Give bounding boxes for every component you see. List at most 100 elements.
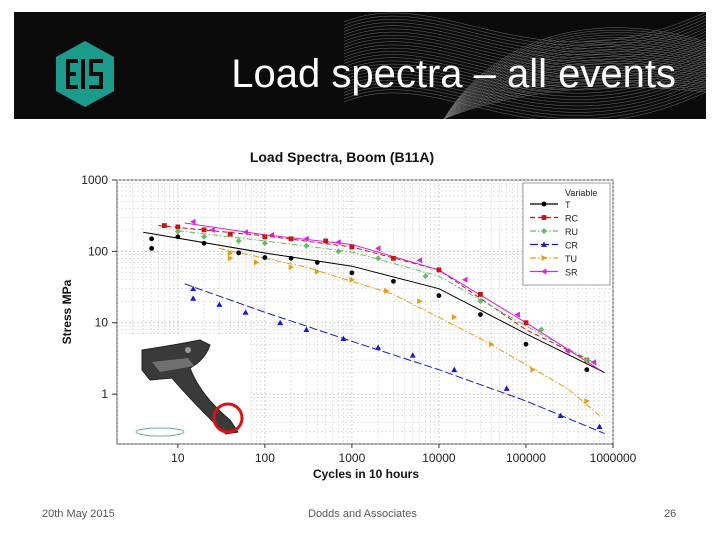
data-point-ru xyxy=(477,298,484,305)
data-point-ru xyxy=(261,240,268,247)
data-point-tu xyxy=(488,341,495,348)
legend-title: Variable xyxy=(565,188,597,198)
data-point-tu xyxy=(254,259,260,266)
data-point-tu xyxy=(417,298,423,305)
data-point-ru xyxy=(422,273,429,280)
data-point-t xyxy=(391,278,396,284)
data-point-rc xyxy=(349,244,355,250)
legend-box xyxy=(522,182,611,286)
data-point-t xyxy=(201,240,207,246)
data-point-rc xyxy=(201,227,207,233)
legend-label-ru: RU xyxy=(565,227,578,237)
data-point-cr xyxy=(190,295,197,301)
data-point-sr xyxy=(416,257,423,264)
x-axis-ticks: 10 100 1000 10000 100000 1000000 xyxy=(171,444,637,465)
data-point-rc xyxy=(227,231,233,237)
data-point-cr xyxy=(303,326,310,333)
footer-date: 20th May 2015 xyxy=(42,508,115,520)
data-point-t xyxy=(288,255,294,261)
data-point-cr xyxy=(340,335,347,341)
y-tick-label: 1000 xyxy=(81,173,108,187)
fit-line-cr xyxy=(184,283,605,435)
data-point-tu xyxy=(349,276,355,283)
fit-line-ru xyxy=(177,230,600,367)
data-point-t xyxy=(314,260,320,265)
data-point-rc xyxy=(262,234,268,240)
data-point-tu xyxy=(451,314,458,321)
data-point-sr xyxy=(514,311,520,318)
data-point-rc xyxy=(523,320,529,326)
x-tick-label: 10 xyxy=(171,451,185,465)
data-point-ru xyxy=(303,242,310,249)
data-point-t xyxy=(149,236,155,242)
legend-marker-t xyxy=(541,201,547,207)
data-point-rc xyxy=(161,223,167,228)
legend-marker-cr xyxy=(541,241,547,247)
data-point-sr xyxy=(190,218,196,225)
y-tick-label: 10 xyxy=(95,316,109,330)
legend-label-rc: RC xyxy=(565,214,578,224)
data-point-rc xyxy=(288,236,294,242)
legend-marker-rc xyxy=(541,215,547,220)
data-point-ru xyxy=(583,357,590,364)
highlight-circle xyxy=(212,402,244,434)
fit-line-t xyxy=(143,231,605,374)
data-point-ru xyxy=(201,233,208,240)
data-point-tu xyxy=(384,287,390,294)
data-point-tu xyxy=(227,255,234,262)
data-point-rc xyxy=(175,224,181,230)
data-point-rc xyxy=(323,238,329,244)
x-tick-label: 10000 xyxy=(422,451,456,465)
data-point-cr xyxy=(242,309,249,315)
data-point-rc xyxy=(478,291,483,297)
eis-logo-icon xyxy=(56,41,114,107)
page-number: 26 xyxy=(664,508,677,520)
y-axis-label: Stress MPa xyxy=(60,279,74,344)
data-point-cr xyxy=(503,385,510,391)
x-tick-label: 1000 xyxy=(339,451,366,465)
data-point-sr xyxy=(303,235,309,242)
data-point-sr xyxy=(268,231,275,238)
data-points xyxy=(149,218,603,430)
legend-label-sr: SR xyxy=(565,268,578,278)
data-point-tu xyxy=(584,398,590,405)
chart-title: Load Spectra, Boom (B11A) xyxy=(250,149,434,165)
data-point-sr xyxy=(462,276,468,283)
data-point-t xyxy=(262,255,268,260)
y-axis-ticks: 1000 100 10 1 xyxy=(81,173,117,401)
data-point-sr xyxy=(335,239,341,246)
data-point-t xyxy=(149,246,155,251)
data-point-ru xyxy=(335,248,342,255)
footer-company: Dodds and Associates xyxy=(308,508,417,520)
legend-marker-sr xyxy=(541,268,547,275)
data-point-cr xyxy=(375,344,382,350)
data-point-rc xyxy=(436,267,442,273)
y-tick-label: 100 xyxy=(88,244,108,258)
data-point-cr xyxy=(409,352,416,358)
data-point-rc xyxy=(391,255,396,261)
data-point-ru xyxy=(538,326,545,333)
data-point-t xyxy=(436,293,442,299)
slide-title: Load spectra – all events xyxy=(231,52,676,96)
legend: Variable T RC RU CR TU SR xyxy=(522,182,611,286)
x-tick-label: 1000000 xyxy=(590,451,637,465)
data-point-sr xyxy=(209,226,215,233)
data-point-t xyxy=(584,367,590,373)
data-point-t xyxy=(175,234,181,240)
data-point-t xyxy=(523,341,529,347)
data-point-ru xyxy=(235,237,242,244)
data-point-tu xyxy=(530,366,536,373)
data-point-sr xyxy=(242,229,248,236)
data-point-ru xyxy=(375,255,382,262)
data-point-ru xyxy=(174,228,181,235)
legend-marker-ru xyxy=(541,228,547,234)
data-point-cr xyxy=(451,366,458,373)
x-axis-label: Cycles in 10 hours xyxy=(313,467,419,481)
legend-label-t: T xyxy=(565,200,571,210)
data-point-sr xyxy=(564,348,570,355)
data-point-cr xyxy=(557,412,564,418)
legend-label-tu: TU xyxy=(565,254,577,264)
data-point-t xyxy=(236,250,242,256)
data-point-t xyxy=(349,270,355,276)
